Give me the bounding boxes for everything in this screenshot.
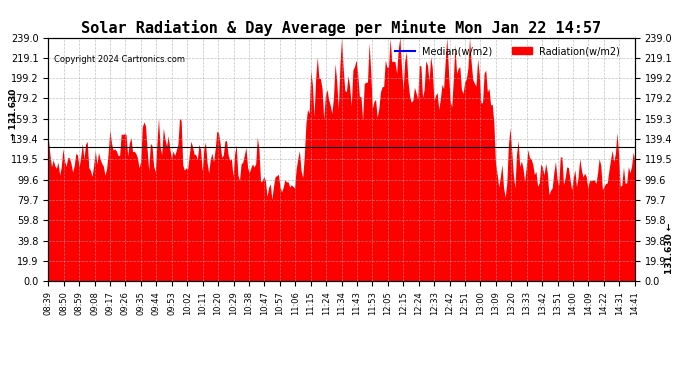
Text: 131.630 ←: 131.630 ← xyxy=(664,222,673,274)
Title: Solar Radiation & Day Average per Minute Mon Jan 22 14:57: Solar Radiation & Day Average per Minute… xyxy=(81,20,602,36)
Text: → 131.630: → 131.630 xyxy=(10,88,19,140)
Legend: Median(w/m2), Radiation(w/m2): Median(w/m2), Radiation(w/m2) xyxy=(391,42,624,60)
Text: Copyright 2024 Cartronics.com: Copyright 2024 Cartronics.com xyxy=(55,55,185,63)
